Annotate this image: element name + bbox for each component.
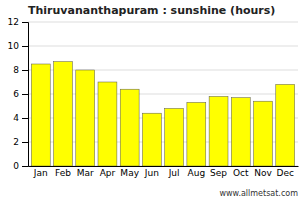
x-axis: Jan Feb Mar Apr May Jun Jul Aug Sep Oct Nov Dec [29,167,299,179]
bar [187,102,206,166]
bar [98,82,117,166]
x-tick: Jan [33,168,48,178]
bar [54,62,73,166]
x-tick-label: Jul [168,168,180,178]
y-tick-mark [22,142,28,143]
x-tick-label: Nov [254,168,272,178]
x-tick-label: May [120,168,139,178]
y-tick-label: 8 [13,65,19,75]
x-tick: Feb [55,168,71,178]
grid-line [28,46,298,47]
annotations: www.allmetsat.com [220,189,299,198]
grid-line [28,22,298,23]
bars [31,62,294,166]
plot: 0 2 4 6 8 10 12 Jan Feb Mar Apr May Jun Jul Aug Sep Oct N… [8,17,299,178]
x-tick: Sep [210,168,227,178]
x-tick-label: Apr [100,168,116,178]
chart-container: 0 2 4 6 8 10 12 Jan Feb Mar Apr May Jun Jul Aug Sep Oct N… [0,0,306,200]
bar [254,101,273,166]
bar [142,113,161,166]
x-tick-label: Aug [188,168,206,178]
x-tick: Aug [188,168,206,178]
y-tick: 2 [13,137,28,147]
x-tick: Apr [100,168,116,178]
y-tick-label: 12 [8,17,19,27]
bar [276,84,295,166]
y-tick-mark [22,94,28,95]
x-tick: Jul [168,168,180,178]
y-axis-line [22,23,29,167]
y-tick: 12 [8,17,28,27]
grid [28,22,298,166]
bar [120,89,139,166]
x-tick: May [120,168,139,178]
x-tick: Jun [144,168,159,178]
y-axis: 0 2 4 6 8 10 12 [8,17,29,171]
y-tick-mark [22,22,28,23]
y-tick-label: 10 [8,41,20,51]
annotation: www.allmetsat.com [220,189,299,198]
bar [209,96,228,166]
x-tick-label: Jan [33,168,48,178]
x-tick: Oct [233,168,249,178]
x-tick: Nov [254,168,272,178]
y-tick: 4 [13,113,28,123]
x-axis-line [29,166,299,167]
x-tick-label: Mar [77,168,94,178]
x-tick-label: Feb [55,168,71,178]
y-tick-mark [22,70,28,71]
y-tick: 6 [13,89,28,99]
x-tick-label: Jun [144,168,159,178]
x-tick-label: Oct [233,168,249,178]
x-tick-label: Dec [277,168,294,178]
y-tick-label: 2 [13,137,19,147]
bar [165,108,184,166]
y-tick-label: 0 [13,161,19,171]
x-tick: Mar [77,168,94,178]
y-tick-label: 6 [13,89,19,99]
title: Thiruvananthapuram : sunshine (hours) [28,4,275,17]
bar [76,70,95,166]
y-tick: 8 [13,65,28,75]
bar [31,64,50,166]
y-tick: 10 [8,41,28,51]
x-tick-label: Sep [210,168,227,178]
y-tick-mark [22,46,28,47]
y-tick: 0 [13,161,28,171]
chart: 0 2 4 6 8 10 12 Jan Feb Mar Apr May Jun Jul Aug Sep Oct N… [0,0,306,200]
y-tick-mark [22,118,28,119]
y-tick-label: 4 [13,113,19,123]
y-tick-mark [22,166,28,167]
bar [231,98,250,166]
x-tick: Dec [277,168,294,178]
